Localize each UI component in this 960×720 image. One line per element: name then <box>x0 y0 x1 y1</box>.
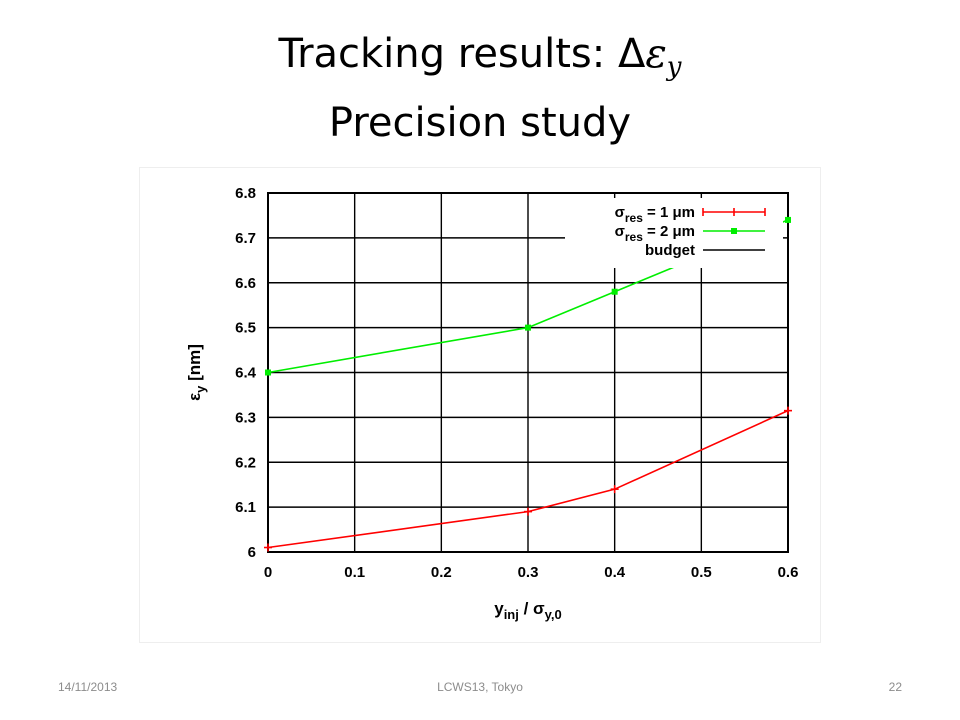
y-tick-label: 6.3 <box>235 409 256 426</box>
y-label-subscript: y <box>193 385 208 393</box>
footer-date: 14/11/2013 <box>58 680 118 694</box>
data-point <box>525 324 531 331</box>
legend-label-part: σ <box>615 223 625 240</box>
y-tick-label: 6.8 <box>235 185 256 202</box>
x-tick-label: 0.6 <box>778 564 799 581</box>
x-tick-label: 0.3 <box>518 564 539 581</box>
series-1 <box>264 406 792 552</box>
legend-label: σres = 1 μm <box>615 204 695 225</box>
title-epsilon-symbol: ε <box>645 31 667 77</box>
legend-background <box>565 198 783 268</box>
data-point <box>785 216 791 223</box>
legend-label-part: = 1 μm <box>643 204 695 221</box>
legend-label-subscript: res <box>625 230 643 244</box>
x-axis-label: yinj / σy,0 <box>494 599 562 622</box>
title-text: Tracking results: Δ <box>278 31 646 77</box>
y-tick-label: 6 <box>248 544 256 561</box>
title-subscript-y: y <box>666 52 682 82</box>
x-tick-label: 0 <box>264 564 272 581</box>
x-label-part: y <box>494 599 504 618</box>
x-tick-label: 0.2 <box>431 564 452 581</box>
x-tick-label: 0.1 <box>344 564 365 581</box>
x-label-part: / σ <box>519 599 545 618</box>
emittance-chart: 0 0.1 0.2 0.3 0.4 0.5 0.6 6 6.1 6.2 6.3 6.4 6.5 6.6 6.… <box>185 185 799 622</box>
y-tick-label: 6.2 <box>235 454 256 471</box>
series-line <box>267 409 789 549</box>
x-label-subscript: inj <box>504 607 519 622</box>
x-tick-label: 0.5 <box>691 564 712 581</box>
y-label-part: ε <box>185 393 204 401</box>
footer-conference: LCWS13, Tokyo <box>437 680 523 694</box>
slide-title: Tracking results: Δεy Precision study <box>0 26 960 151</box>
title-line-1: Tracking results: Δεy <box>0 26 960 95</box>
legend-label-part: = 2 μm <box>643 223 695 240</box>
legend-label: σres = 2 μm <box>615 223 695 244</box>
x-label-subscript: y,0 <box>545 607 562 622</box>
legend-label: budget <box>645 242 695 259</box>
y-tick-label: 6.1 <box>235 499 256 516</box>
x-tick-label: 0.4 <box>604 564 626 581</box>
y-tick-label: 6.5 <box>235 320 256 337</box>
title-line-2: Precision study <box>328 100 632 146</box>
data-point <box>265 369 271 376</box>
legend-label-part: σ <box>615 204 625 221</box>
data-point <box>611 288 618 295</box>
footer-page-number: 22 <box>888 680 902 694</box>
y-tick-label: 6.4 <box>235 365 257 382</box>
y-label-part: [nm] <box>185 344 204 386</box>
y-tick-label: 6.7 <box>235 230 256 247</box>
y-axis-label: εy [nm] <box>185 344 208 401</box>
legend-label-subscript: res <box>625 211 643 225</box>
y-tick-label: 6.6 <box>235 275 256 292</box>
legend-swatch <box>731 228 737 234</box>
